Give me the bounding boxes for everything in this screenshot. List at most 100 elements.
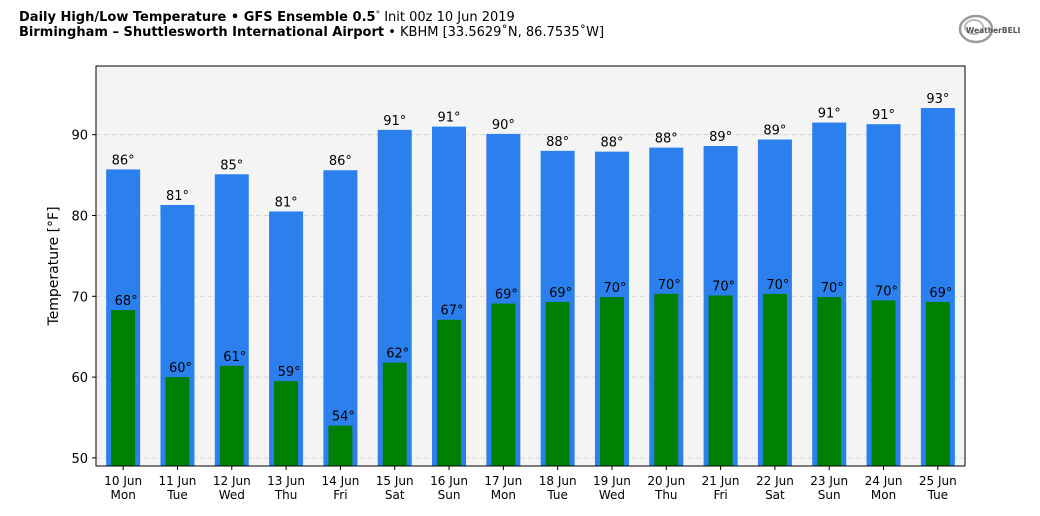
high-temp-label: 93° (926, 92, 949, 107)
high-temp-label: 89° (709, 130, 732, 145)
weatherbell-logo: WeatherBELL (958, 14, 1020, 44)
x-tick-weekday: Mon (111, 488, 136, 502)
title-degree-mark: ° (375, 10, 381, 20)
low-temp-label: 54° (332, 410, 355, 425)
y-tick-label: 90 (71, 129, 88, 144)
high-temp-label: 91° (383, 114, 406, 129)
x-tick-weekday: Sun (818, 488, 841, 502)
high-temp-label: 85° (220, 158, 243, 173)
x-tick-weekday: Sun (438, 488, 461, 502)
x-tick-date: 24 Jun (865, 474, 903, 488)
logo-text: WeatherBELL (966, 26, 1020, 35)
low-temp-bar (219, 365, 244, 466)
x-tick-date: 12 Jun (213, 474, 251, 488)
low-temp-bar (654, 293, 679, 466)
x-tick-date: 11 Jun (159, 474, 197, 488)
high-temp-label: 81° (166, 189, 189, 204)
y-tick-label: 50 (71, 452, 88, 467)
x-tick-date: 13 Jun (267, 474, 305, 488)
x-tick-weekday: Tue (546, 488, 568, 502)
low-temp-label: 70° (821, 281, 844, 296)
y-axis-label: Temperature [°F] (46, 206, 62, 326)
logo-swirl-outer (958, 14, 994, 44)
low-temp-label: 62° (386, 347, 409, 362)
low-temp-label: 67° (441, 304, 464, 319)
x-tick-weekday: Sat (765, 488, 785, 502)
low-temp-label: 59° (278, 365, 301, 380)
init-time: Init 00z 10 Jun 2019 (380, 10, 515, 25)
low-temp-bar (762, 293, 787, 466)
low-temp-bar (817, 297, 842, 466)
x-tick-date: 20 Jun (647, 474, 685, 488)
low-temp-bar (599, 297, 624, 466)
x-tick-weekday: Thu (654, 488, 678, 502)
low-temp-label: 69° (929, 286, 952, 301)
low-temp-bar (545, 301, 570, 466)
high-temp-label: 88° (655, 132, 678, 147)
low-temp-bar (382, 362, 407, 466)
location-line: Birmingham – Shuttlesworth International… (19, 25, 604, 40)
y-tick-label: 60 (71, 371, 88, 386)
station-name: Birmingham – Shuttlesworth International… (19, 25, 385, 40)
x-tick-weekday: Thu (274, 488, 298, 502)
high-temp-label: 88° (600, 136, 623, 151)
low-temp-label: 70° (658, 278, 681, 293)
x-tick-date: 23 Jun (810, 474, 848, 488)
x-tick-date: 25 Jun (919, 474, 957, 488)
plot-frame (95, 65, 966, 467)
x-tick-date: 18 Jun (539, 474, 577, 488)
low-temp-bar (708, 295, 733, 466)
x-tick-weekday: Mon (491, 488, 516, 502)
high-temp-label: 89° (763, 124, 786, 139)
data-labels: 86° 68° 81° 60° 85° 61° 81° 59° 86° 54° 91° 62° 91° 6… (112, 92, 953, 425)
x-tick-weekday: Wed (219, 488, 245, 502)
low-temp-label: 69° (549, 286, 572, 301)
x-tick-date: 21 Jun (702, 474, 740, 488)
high-temp-label: 86° (329, 154, 352, 169)
x-tick-date: 15 Jun (376, 474, 414, 488)
low-temp-label: 68° (115, 294, 138, 309)
x-tick-date: 17 Jun (484, 474, 522, 488)
low-temp-label: 70° (603, 281, 626, 296)
x-tick-weekday: Mon (871, 488, 896, 502)
x-tick-weekday: Tue (166, 488, 188, 502)
low-temp-label: 70° (712, 279, 735, 294)
x-tick-date: 22 Jun (756, 474, 794, 488)
x-tick-weekday: Fri (333, 488, 347, 502)
low-temp-bar (274, 381, 299, 466)
x-tick-weekday: Tue (927, 488, 949, 502)
high-temp-label: 91° (438, 111, 461, 126)
x-tick-date: 19 Jun (593, 474, 631, 488)
high-temp-label: 91° (818, 107, 841, 122)
low-temp-bar (165, 377, 190, 466)
low-temp-bar (491, 303, 516, 466)
low-temp-label: 70° (766, 278, 789, 293)
low-temp-bar (111, 310, 136, 466)
y-tick-label: 80 (71, 209, 88, 224)
low-temp-bar (328, 425, 353, 466)
chart-title: Daily High/Low Temperature • GFS Ensembl… (19, 10, 376, 25)
x-tick-weekday: Sat (385, 488, 405, 502)
low-temp-bar (925, 301, 950, 466)
low-temp-label: 60° (169, 361, 192, 376)
low-temp-bar (437, 319, 462, 466)
high-temp-label: 86° (112, 153, 135, 168)
high-temp-bar (323, 170, 358, 466)
title-line: Daily High/Low Temperature • GFS Ensembl… (19, 8, 604, 25)
logo-swirl-inner (964, 19, 984, 35)
low-temp-label: 61° (223, 350, 246, 365)
high-temp-label: 81° (275, 195, 298, 210)
low-temp-label: 69° (495, 288, 518, 303)
high-temp-label: 88° (546, 135, 569, 150)
low-temp-label: 70° (875, 284, 898, 299)
x-tick-date: 16 Jun (430, 474, 468, 488)
high-temp-label: 91° (872, 108, 895, 123)
bars (106, 108, 955, 467)
high-temp-label: 90° (492, 118, 515, 133)
low-temp-bar (871, 300, 896, 466)
x-tick-date: 10 Jun (104, 474, 142, 488)
chart-header: Daily High/Low Temperature • GFS Ensembl… (19, 8, 604, 40)
x-tick-weekday: Fri (713, 488, 727, 502)
